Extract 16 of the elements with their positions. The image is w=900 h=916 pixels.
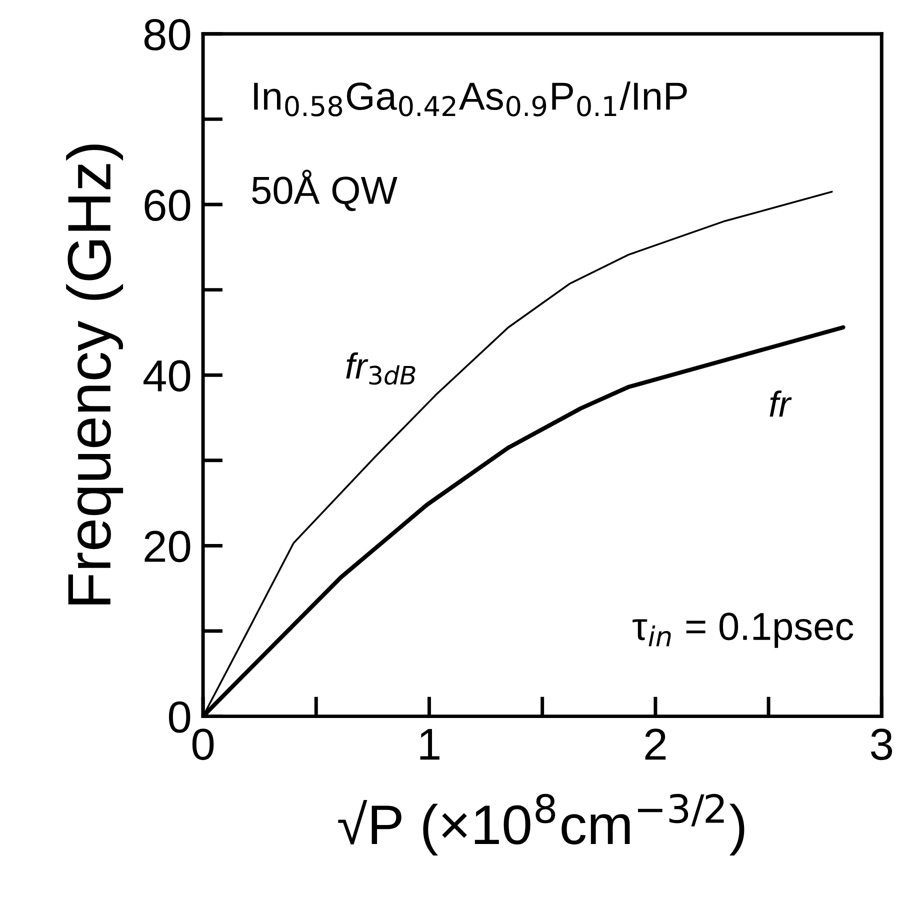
text: In$_{0.58}$Ga$_{0.42}$As$_{0.9}$P$_{0.1}$/InP — [254, 81, 687, 116]
annotation: 50Å QW — [252, 170, 398, 212]
y-tick-label: 60 — [144, 190, 190, 222]
x-tick-label: 3 — [870, 728, 892, 760]
y-axis-title: Frequency (GHz) — [66, 144, 124, 604]
x-tick-label: 1 — [420, 729, 440, 760]
y-tick-label: 20 — [144, 530, 190, 562]
y-tick-label: 80 — [144, 18, 190, 50]
y-tick-label: 0 — [168, 701, 190, 733]
y-tick-label: 40 — [144, 360, 190, 392]
annotation: τ$_{in}$ = 0.1psec — [632, 612, 854, 648]
x-tick-label: 2 — [645, 728, 666, 760]
x-tick-label: 0 — [192, 728, 214, 760]
series-label: fr$_{3dB}$ — [346, 352, 416, 385]
x-axis-title: √P (×10$^{8}$cm$^{−3/2}$) — [338, 794, 744, 856]
series-label: fr — [770, 390, 792, 417]
